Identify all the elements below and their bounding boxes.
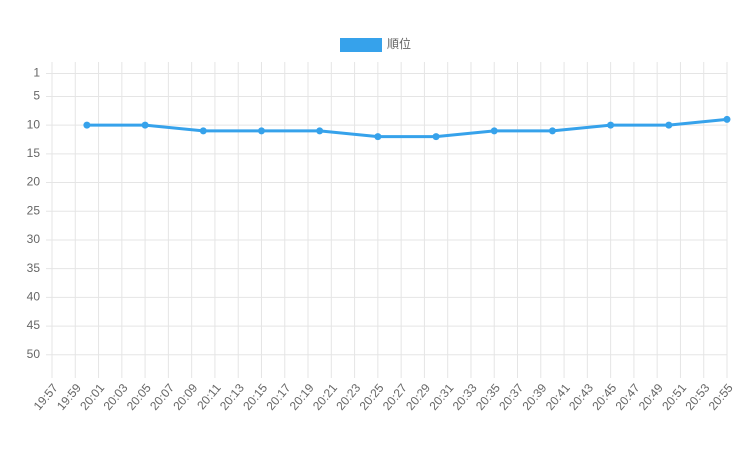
x-tick-label: 20:05 bbox=[124, 381, 154, 413]
point bbox=[432, 133, 440, 141]
point bbox=[548, 127, 556, 135]
point bbox=[257, 127, 265, 135]
x-tick-label: 20:01 bbox=[77, 381, 107, 413]
x-tick-label: 20:07 bbox=[147, 381, 177, 413]
x-tick-label: 20:03 bbox=[101, 381, 131, 413]
x-tick-label: 20:09 bbox=[170, 381, 200, 413]
x-tick-label: 20:29 bbox=[403, 381, 433, 413]
x-tick-label: 20:45 bbox=[589, 381, 619, 413]
legend-swatch bbox=[340, 38, 382, 52]
point bbox=[665, 121, 673, 129]
x-tick-label: 20:35 bbox=[473, 381, 503, 413]
x-tick-label: 20:25 bbox=[357, 381, 387, 413]
x-tick-label: 20:31 bbox=[426, 381, 456, 413]
x-tick-label: 20:19 bbox=[287, 381, 317, 413]
x-tick-label: 20:33 bbox=[450, 381, 480, 413]
y-tick-label: 1 bbox=[33, 66, 40, 80]
x-tick-label: 20:55 bbox=[706, 381, 736, 413]
point bbox=[199, 127, 207, 135]
x-tick-label: 20:17 bbox=[263, 381, 293, 413]
point bbox=[316, 127, 324, 135]
x-tick-label: 20:11 bbox=[194, 381, 224, 413]
x-tick-label: 20:41 bbox=[543, 381, 573, 413]
x-tick-label: 20:27 bbox=[380, 381, 410, 413]
x-tick-label: 20:43 bbox=[566, 381, 596, 413]
y-tick-label: 20 bbox=[27, 175, 41, 189]
y-tick-label: 15 bbox=[27, 146, 41, 160]
legend-label: 順位 bbox=[387, 36, 411, 51]
x-tick-label: 20:49 bbox=[636, 381, 666, 413]
y-tick-label: 50 bbox=[27, 347, 41, 361]
line bbox=[86, 117, 728, 139]
x-tick-label: 20:37 bbox=[496, 381, 526, 413]
x-tick-label: 20:23 bbox=[333, 381, 363, 413]
x-tick-label: 20:39 bbox=[519, 381, 549, 413]
y-tick-label: 10 bbox=[27, 117, 41, 131]
x-tick-label: 20:13 bbox=[217, 381, 247, 413]
point bbox=[490, 127, 498, 135]
x-tick-label: 20:21 bbox=[310, 381, 340, 413]
x-tick-label: 20:47 bbox=[613, 381, 643, 413]
point bbox=[607, 121, 615, 129]
x-tick-label: 20:15 bbox=[240, 381, 270, 413]
y-tick-label: 5 bbox=[33, 89, 40, 103]
point bbox=[83, 121, 91, 129]
y-tick-label: 35 bbox=[27, 261, 41, 275]
point bbox=[141, 121, 149, 129]
x-tick-label: 19:59 bbox=[54, 381, 84, 413]
y-tick-label: 30 bbox=[27, 232, 41, 246]
point bbox=[374, 133, 382, 141]
y-tick-label: 45 bbox=[27, 318, 41, 332]
x-tick-label: 20:51 bbox=[659, 381, 689, 413]
x-tick-label: 19:57 bbox=[31, 381, 61, 413]
point bbox=[723, 115, 731, 123]
y-tick-label: 25 bbox=[27, 203, 41, 217]
x-tick-label: 20:53 bbox=[682, 381, 712, 413]
y-tick-label: 40 bbox=[27, 290, 41, 304]
